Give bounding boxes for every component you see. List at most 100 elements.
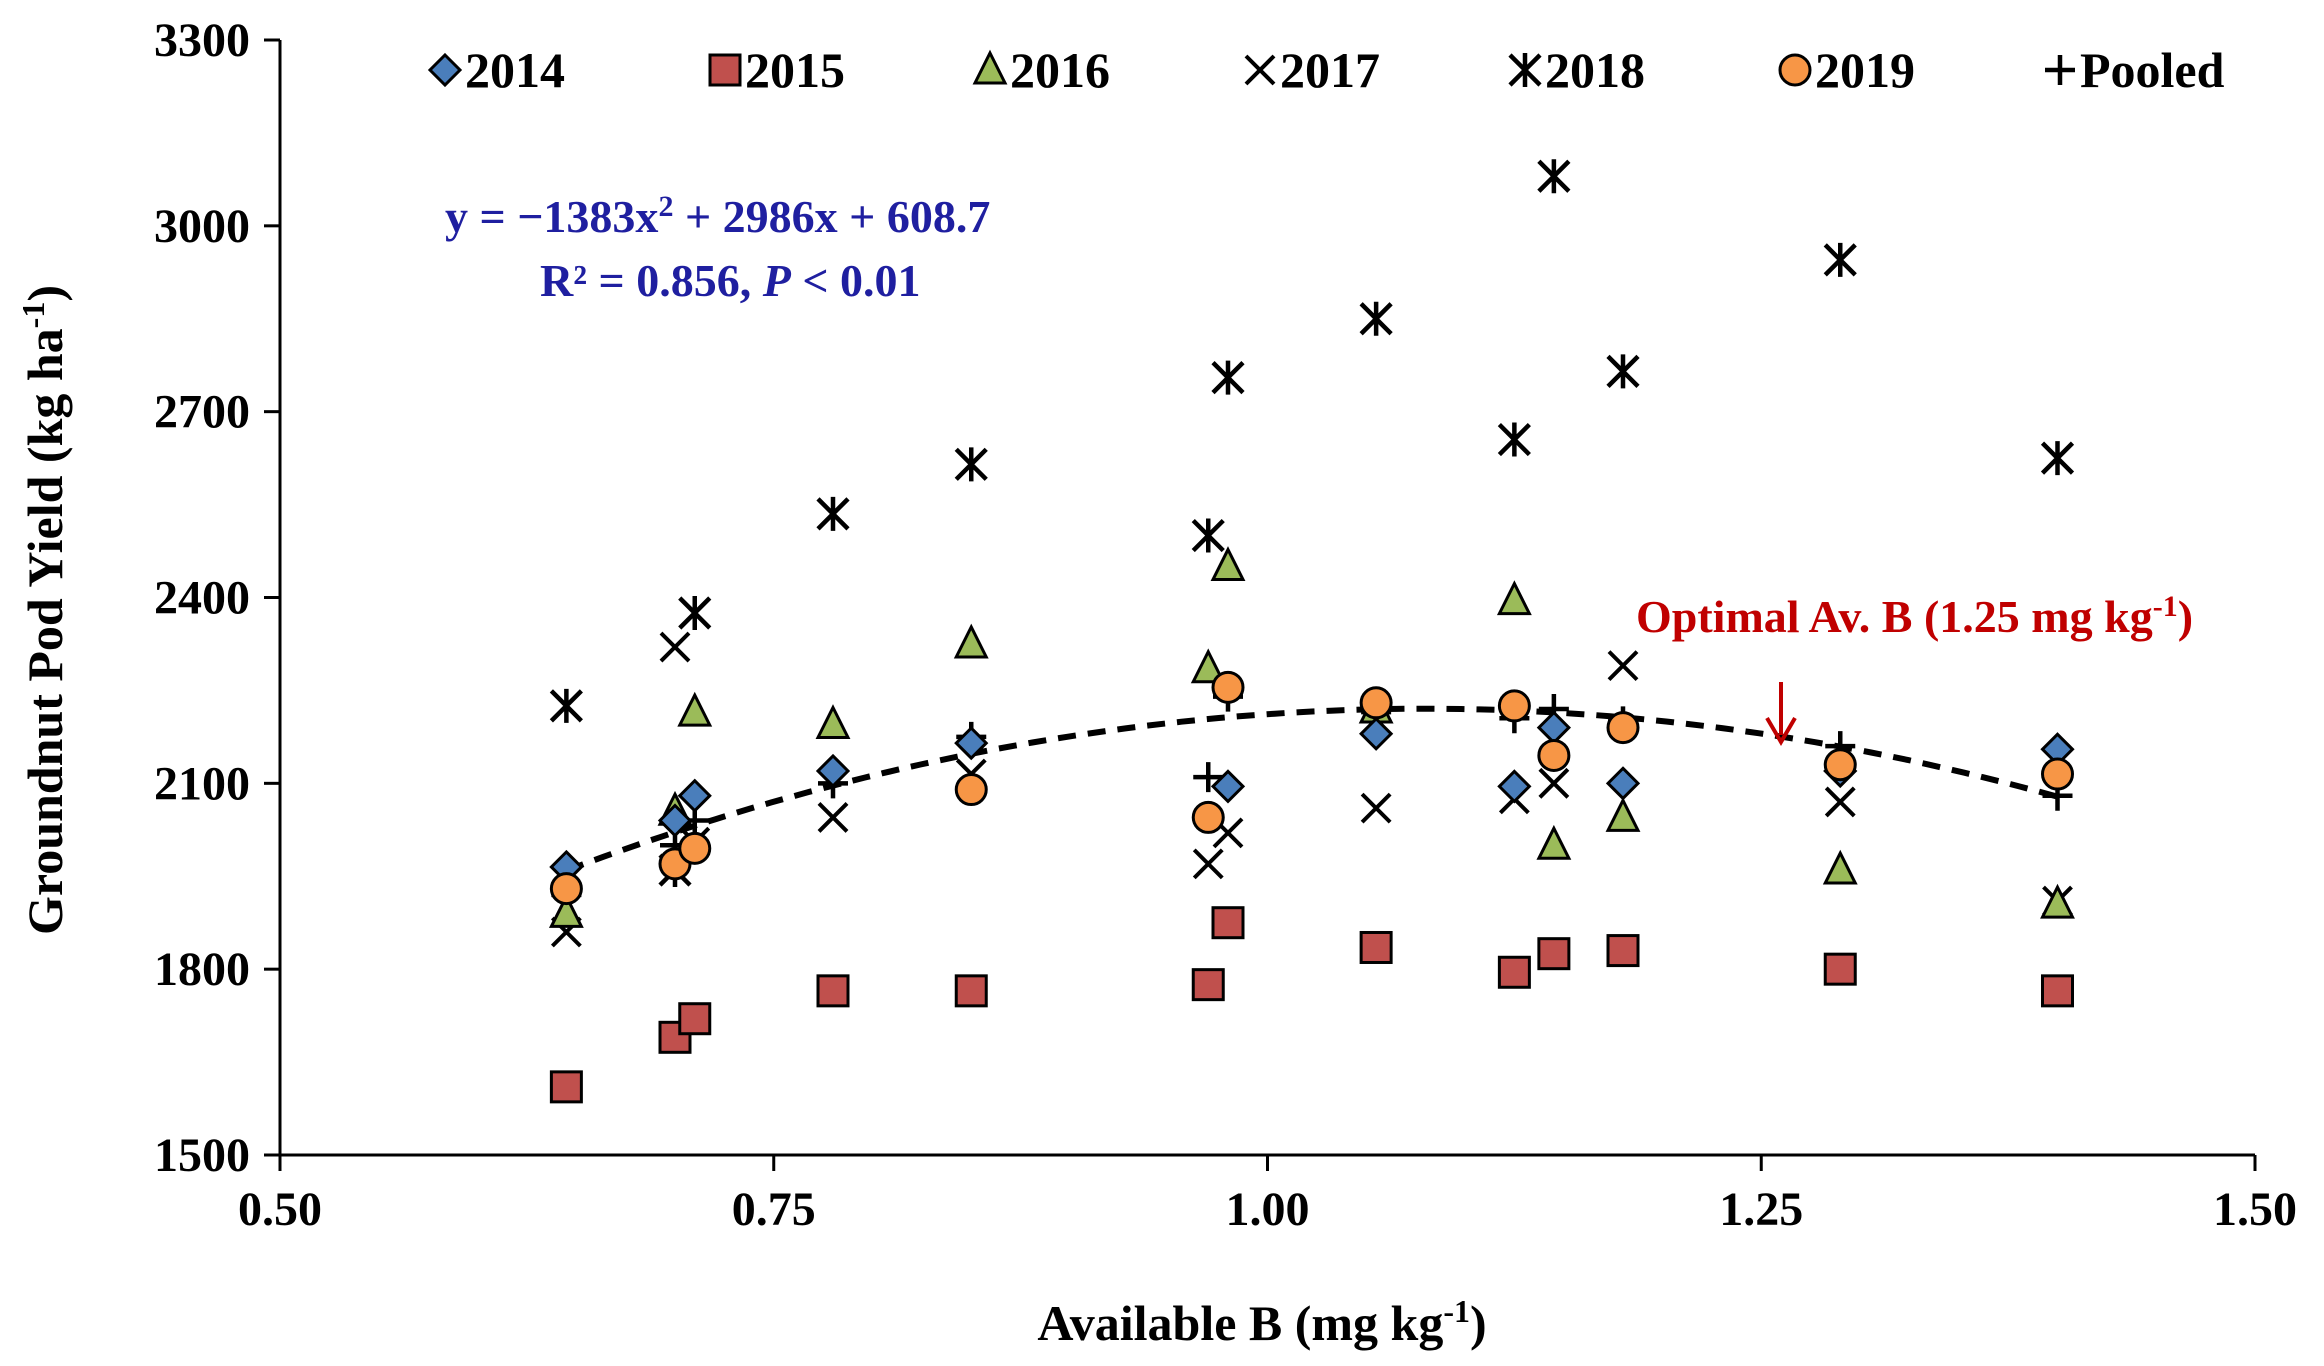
data-point-2015 (2041, 974, 2074, 1008)
y-axis-label-sup: -1 (15, 302, 51, 329)
optimal-arrow-icon (1765, 682, 1797, 746)
data-point-2015 (1823, 952, 1857, 986)
data-point-2017 (1607, 650, 1639, 682)
data-point-2019 (1823, 748, 1857, 782)
regression-equation: y = −1383x2 + 2986x + 608.7 (445, 190, 990, 243)
data-point-2019 (1606, 711, 1640, 745)
data-point-2019 (1359, 686, 1393, 720)
legend-marker-pooled (2045, 55, 2075, 85)
data-point-2016 (1190, 648, 1226, 684)
data-point-2014 (1210, 769, 1246, 804)
data-point-2015 (678, 1002, 712, 1036)
data-point-2019 (954, 773, 988, 807)
data-point-2017 (817, 801, 849, 833)
data-point-2015 (954, 974, 988, 1008)
data-point-2017 (659, 631, 691, 663)
data-point-2019 (2041, 757, 2074, 791)
axes: 1500 1800 2100 2400 2700 3000 3300 0.50 0.75 1.00… (154, 14, 2297, 1236)
data-point-2015 (816, 974, 850, 1008)
data-point-2015 (1359, 930, 1393, 964)
data-point-2016 (1496, 580, 1532, 616)
legend-label-2018: 2018 (1545, 42, 1645, 98)
data-point-2018 (1359, 301, 1393, 336)
legend-label-2019: 2019 (1815, 42, 1915, 98)
data-point-2014 (1536, 710, 1571, 745)
data-point-2017 (1360, 792, 1392, 824)
data-point-2016 (953, 623, 989, 659)
data-point-2014 (815, 753, 851, 789)
data-point-2016 (548, 893, 584, 928)
legend-label-2016: 2016 (1010, 42, 1110, 98)
data-point-2016 (1822, 849, 1858, 885)
data-point-2014 (954, 725, 989, 761)
data-point-2015 (1211, 906, 1245, 940)
data-point-2015 (1606, 934, 1640, 968)
data-point-2018 (1606, 354, 1640, 389)
data-point-2014 (1359, 716, 1394, 751)
y-tick-label: 1500 (154, 1129, 250, 1182)
data-point-2018 (954, 447, 988, 482)
data-point-2016 (1210, 546, 1246, 582)
x-tick-label: 1.00 (1226, 1183, 1310, 1236)
data-point-2015 (1191, 968, 1225, 1002)
x-axis-label: Available B (mg kg-1) (1037, 1293, 1486, 1351)
data-point-2018 (549, 688, 583, 723)
trendline (565, 705, 2059, 874)
y-tick-label: 3000 (154, 200, 250, 253)
data-point-2018 (816, 496, 850, 531)
optimal-arrow-head (1765, 716, 1797, 746)
x-tick-label: 0.75 (732, 1183, 816, 1236)
x-tick-label: 0.50 (238, 1183, 322, 1236)
data-point-2018 (1211, 360, 1245, 395)
legend-label-2014: 2014 (465, 42, 565, 98)
data-point-2018 (1497, 422, 1531, 457)
data-point-2015 (1497, 955, 1531, 989)
legend-label-pooled: Pooled (2080, 42, 2225, 98)
y-tick-label: 2100 (154, 757, 250, 810)
y-tick-label: 3300 (154, 14, 250, 67)
data-point-2016 (1536, 824, 1572, 860)
trendline-layer (565, 705, 2059, 874)
data-point-2017 (1192, 848, 1224, 880)
data-point-pooled (1193, 762, 1224, 793)
x-tick-label: 1.25 (1719, 1183, 1803, 1236)
legend-marker-2015 (708, 53, 742, 87)
legend-marker-2019 (1778, 53, 1812, 87)
y-tick-label: 1800 (154, 943, 250, 996)
data-point-2019 (1537, 738, 1571, 772)
data-point-2019 (678, 831, 712, 865)
data-point-2019 (1211, 670, 1245, 704)
legend-marker-2014 (427, 52, 463, 88)
x-axis-label-sup: -1 (1443, 1293, 1470, 1329)
data-point-2015 (549, 1070, 583, 1104)
regression-stats: R² = 0.856, P < 0.01 (540, 255, 921, 306)
data-point-2014 (677, 778, 712, 813)
legend-marker-2018 (1508, 53, 1542, 87)
legend-label-2015: 2015 (745, 42, 845, 98)
data-point-2016 (2040, 883, 2075, 919)
data-point-2019 (549, 872, 583, 906)
data-point-2017 (1824, 786, 1856, 818)
data-point-2015 (1537, 937, 1571, 971)
legend-marker-2017 (1244, 54, 1276, 86)
data-point-2014 (657, 803, 693, 838)
data-point-2017 (1538, 767, 1570, 799)
data-point-2016 (677, 691, 713, 727)
data-point-2016 (1605, 797, 1641, 832)
data-point-2018 (2040, 441, 2075, 476)
data-point-2019 (1191, 800, 1225, 834)
optimal-annotation: Optimal Av. B (1.25 mg kg-1) (1636, 590, 2193, 643)
y-tick-label: 2400 (154, 572, 250, 625)
y-axis-label: Groundnut Pod Yield (kg ha-1) (15, 285, 73, 935)
legend: 2014 2015 2016 2017 2018 2019 Pooled (427, 42, 2225, 98)
data-point-2018 (1537, 159, 1571, 194)
data-point-2014 (1497, 769, 1532, 804)
data-point-2014 (1605, 766, 1641, 801)
data-point-2016 (815, 704, 851, 739)
y-tick-label: 2700 (154, 386, 250, 439)
x-tick-label: 1.50 (2213, 1183, 2297, 1236)
data-points-layer (548, 159, 2075, 1104)
data-point-2018 (1823, 242, 1857, 277)
data-point-2019 (1497, 689, 1531, 723)
